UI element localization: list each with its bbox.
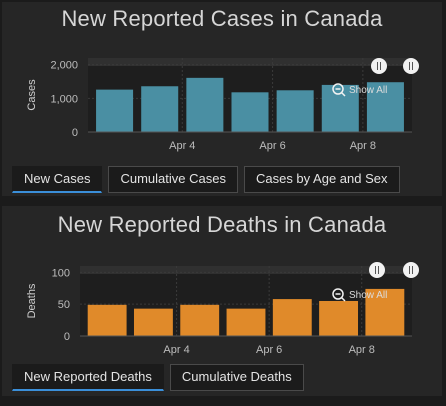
tab-cumulative-cases[interactable]: Cumulative Cases [108, 166, 238, 193]
range-start-handle[interactable] [371, 58, 387, 74]
x-tick-label: Apr 4 [169, 140, 195, 152]
bar-apr-9[interactable] [365, 288, 405, 336]
bar-apr-3[interactable] [96, 89, 134, 132]
show-all-button[interactable]: Show All [332, 288, 387, 302]
cases-panel: New Reported Cases in Canada 2,000 1,000 0… [2, 2, 442, 196]
tab-cumulative-deaths[interactable]: Cumulative Deaths [169, 364, 304, 391]
bar-apr-4[interactable] [141, 86, 179, 132]
x-tick-label: Apr 6 [256, 344, 282, 356]
x-tick-label: Apr 8 [349, 344, 375, 356]
y-axis-label: Deaths [26, 283, 38, 318]
y-tick-label: 1,000 [50, 93, 78, 105]
range-selector-track [88, 58, 412, 66]
bar-apr-4[interactable] [133, 308, 173, 336]
cases-chart-title: New Reported Cases in Canada [61, 6, 383, 31]
cases-tabs: New Cases Cumulative Cases Cases by Age … [12, 166, 400, 193]
range-start-handle[interactable] [369, 262, 385, 278]
range-end-handle[interactable] [403, 262, 419, 278]
zoom-out-icon [332, 83, 346, 97]
y-tick-label: 100 [52, 267, 70, 279]
cases-chart: 2,000 1,000 0 Cases Apr 4 Apr 6 Apr 8 [26, 58, 412, 152]
tab-new-reported-deaths[interactable]: New Reported Deaths [12, 364, 164, 391]
show-all-label: Show All [349, 289, 388, 301]
bar-apr-8[interactable] [319, 301, 359, 336]
bar-apr-6[interactable] [226, 308, 266, 336]
deaths-tabs: New Reported Deaths Cumulative Deaths [12, 364, 304, 391]
x-tick-label: Apr 6 [259, 140, 285, 152]
show-all-label: Show All [349, 84, 388, 96]
deaths-chart-title: New Reported Deaths in Canada [57, 212, 387, 237]
y-tick-label: 50 [58, 299, 70, 311]
deaths-chart: 100 50 0 Deaths Apr 4 Apr 6 Apr 8 [26, 266, 412, 356]
bar-apr-7[interactable] [276, 90, 314, 132]
x-tick-label: Apr 8 [350, 140, 376, 152]
y-tick-label: 0 [72, 127, 78, 139]
bar-apr-5[interactable] [186, 77, 224, 132]
bar-apr-7[interactable] [272, 299, 312, 336]
y-axis-label: Cases [26, 79, 38, 111]
range-selector-track [80, 266, 412, 274]
bar-apr-3[interactable] [87, 304, 127, 336]
bar-apr-5[interactable] [180, 304, 220, 336]
zoom-out-icon [332, 288, 346, 302]
bar-apr-9[interactable] [366, 82, 404, 132]
show-all-button[interactable]: Show All [332, 83, 387, 97]
y-tick-label: 0 [64, 331, 70, 343]
range-end-handle[interactable] [403, 58, 419, 74]
deaths-panel: New Reported Deaths in Canada 100 50 0 Deat… [2, 206, 442, 396]
x-tick-label: Apr 4 [163, 344, 189, 356]
bar-apr-6[interactable] [231, 92, 269, 132]
y-tick-label: 2,000 [50, 60, 78, 72]
tab-cases-by-age-and-sex[interactable]: Cases by Age and Sex [243, 166, 400, 193]
tab-new-cases[interactable]: New Cases [12, 166, 103, 193]
